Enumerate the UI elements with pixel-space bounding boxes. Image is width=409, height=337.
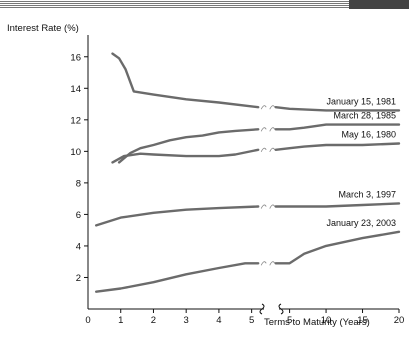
- x-tick-label: 0: [85, 315, 90, 326]
- axis-break-mark: [278, 303, 284, 315]
- series-break-mark: [260, 105, 267, 110]
- series-label: May 16, 1980: [341, 129, 396, 139]
- series-line-short: [111, 52, 260, 109]
- series-labels: January 15, 1981 March 28, 1985 May 16, 19…: [326, 96, 396, 227]
- y-tick-label: 6: [76, 210, 81, 221]
- x-tick-label: 15: [357, 315, 368, 326]
- series-label: January 15, 1981: [326, 96, 396, 106]
- y-tick-label: 4: [76, 241, 81, 252]
- x-tick-label: 2: [151, 315, 156, 326]
- header-rule: [0, 1, 349, 2]
- series-lines: [95, 52, 401, 293]
- series-label: March 3, 1997: [338, 189, 396, 199]
- y-axis-title: Interest Rate (%): [7, 23, 79, 34]
- x-tick-label: 10: [321, 315, 332, 326]
- series-break-mark: [269, 127, 276, 132]
- series-line-long: [274, 230, 401, 265]
- y-tick-label: 14: [70, 84, 81, 95]
- series-line-short: [95, 262, 260, 293]
- header-rule: [0, 7, 349, 8]
- series-line-short: [111, 148, 260, 164]
- y-tick-label: 16: [70, 52, 81, 63]
- header-rule: [0, 5, 349, 6]
- series-line-long: [274, 142, 401, 151]
- axes: [87, 35, 399, 315]
- x-tick-label: 5: [287, 315, 292, 326]
- series-break-mark: [260, 204, 267, 209]
- series-label: March 28, 1985: [333, 111, 396, 121]
- series-break-mark: [260, 261, 267, 266]
- x-tick-label: 1: [118, 315, 123, 326]
- x-tick-label: 5: [249, 315, 254, 326]
- series-break-mark: [269, 261, 276, 266]
- series-line-short: [95, 205, 260, 227]
- series-line-long: [274, 106, 401, 112]
- series-break-mark: [269, 147, 276, 152]
- series-break-mark: [269, 105, 276, 110]
- header-bar: [349, 0, 409, 9]
- series-line-short: [117, 128, 260, 164]
- x-tick-label: 20: [394, 315, 405, 326]
- y-tick-label: 8: [76, 178, 81, 189]
- y-tick-label: 10: [70, 147, 81, 158]
- series-break-mark: [260, 147, 267, 152]
- series-line-long: [274, 123, 401, 131]
- axis-break-mark: [259, 303, 265, 315]
- x-tick-label: 4: [216, 315, 221, 326]
- y-tick-label: 12: [70, 115, 81, 126]
- header-rule: [0, 3, 349, 4]
- y-tick-label: 2: [76, 273, 81, 284]
- x-axis-title: Terms to Maturity (Years): [264, 317, 370, 328]
- series-label: January 23, 2003: [326, 218, 396, 228]
- x-tick-label: 3: [184, 315, 189, 326]
- series-break-mark: [269, 204, 276, 209]
- series-break-mark: [260, 127, 267, 132]
- series-line-long: [274, 202, 401, 208]
